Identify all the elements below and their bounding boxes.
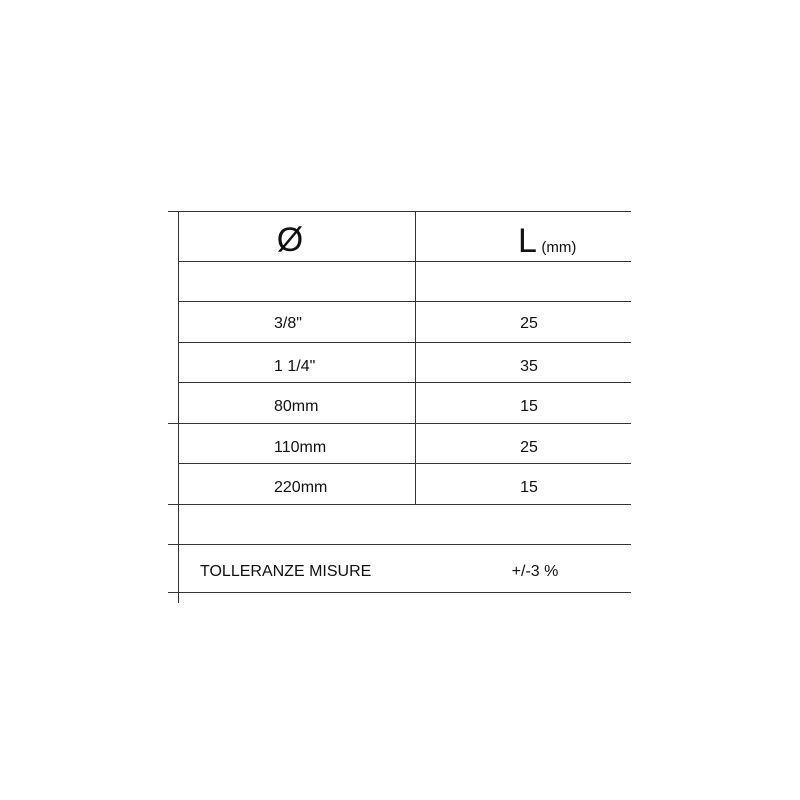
diameter-cell: 80mm <box>274 398 319 415</box>
diameter-cell: 1 1/4" <box>274 358 316 375</box>
diameter-cell: 3/8" <box>274 315 302 332</box>
rule <box>415 211 416 504</box>
diameter-cell: 220mm <box>274 479 328 496</box>
length-cell: 15 <box>520 398 538 415</box>
rule <box>178 261 631 262</box>
tolerance-value: +/-3 % <box>511 563 559 580</box>
rule <box>168 504 631 505</box>
length-symbol: L <box>518 222 537 260</box>
length-cell: 15 <box>520 479 538 496</box>
diameter-cell: 110mm <box>274 439 327 456</box>
length-header: L (mm) <box>518 224 576 258</box>
rule <box>168 423 631 424</box>
diameter-header: Ø <box>276 221 304 259</box>
rule <box>168 592 631 593</box>
rule <box>178 301 631 302</box>
rule <box>168 211 631 212</box>
length-unit: (mm) <box>541 239 577 256</box>
tolerance-label: TOLLERANZE MISURE <box>200 563 372 580</box>
length-cell: 25 <box>520 315 538 332</box>
rule <box>178 342 631 343</box>
rule <box>178 463 631 464</box>
rule <box>178 382 631 383</box>
length-cell: 35 <box>520 358 538 375</box>
rule <box>168 544 631 545</box>
length-cell: 25 <box>520 439 538 456</box>
rule <box>178 211 179 603</box>
